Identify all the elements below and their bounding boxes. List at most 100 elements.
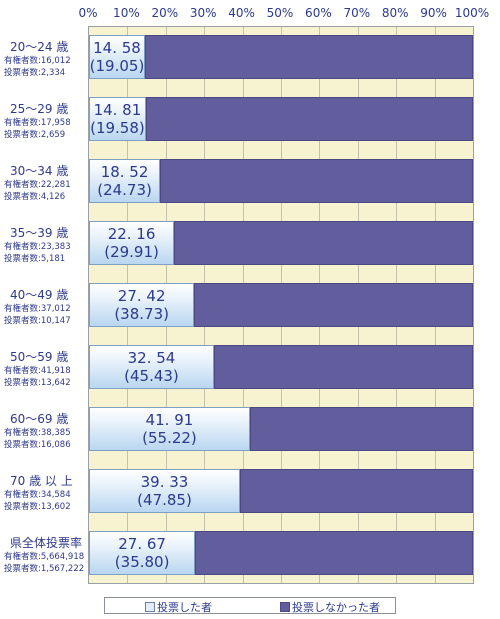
bar-row: 14. 58 (19.05): [89, 35, 473, 79]
row-label: 20～24 歳有権者数:16,012 投票者数:2,334: [4, 40, 88, 79]
previous-turnout-value: (35.80): [114, 553, 170, 571]
bar-row: 27. 67 (35.80): [89, 531, 473, 575]
voters-count: 2,659: [40, 130, 66, 140]
bar-value-label: 27. 42 (38.73): [89, 283, 194, 327]
bar-value-label: 14. 58 (19.05): [89, 35, 145, 79]
bar-voted: [89, 531, 196, 575]
bar-row: 27. 42 (38.73): [89, 283, 473, 327]
row-label: 60～69 歳有権者数:38,385 投票者数:16,086: [4, 412, 88, 451]
bar-row: 41. 91 (55.22): [89, 407, 473, 451]
eligible-voters-count: 38,385: [40, 428, 71, 438]
eligible-voters-caption: 有権者数:: [4, 490, 41, 500]
bar-notvoted: [213, 345, 473, 389]
legend-swatch-voted: [145, 602, 155, 612]
legend-item-voted: 投票した者: [145, 599, 212, 615]
x-tick-label: 90%: [420, 6, 447, 20]
legend-swatch-notvoted: [280, 602, 290, 612]
eligible-voters-caption: 有権者数:: [4, 366, 41, 376]
legend-label-voted: 投票した者: [157, 601, 212, 614]
age-group-label: 70 歳 以 上: [10, 474, 73, 488]
eligible-voters-caption: 有権者数:: [4, 180, 41, 190]
eligible-voters-caption: 有権者数:: [4, 552, 41, 562]
bar-row: 22. 16 (29.91): [89, 221, 473, 265]
x-tick-label: 70%: [343, 6, 371, 20]
bar-notvoted: [160, 159, 473, 203]
voters-line: 投票者数:5,181: [4, 253, 88, 265]
voters-caption: 投票者数:: [4, 564, 41, 574]
bar-value-label: 22. 16 (29.91): [89, 221, 174, 265]
row-label: 県全体投票率 有権者数:5,664,918 投票者数:1,567,222: [4, 536, 88, 575]
eligible-voters-caption: 有権者数:: [4, 304, 41, 314]
previous-turnout-value: (55.22): [142, 429, 197, 447]
bar-notvoted: [174, 221, 473, 265]
bar-row: 39. 33 (47.85): [89, 469, 473, 513]
eligible-voters-line: 有権者数:38,385: [4, 427, 88, 439]
voters-caption: 投票者数:: [4, 316, 41, 326]
voters-count: 1,567,222: [40, 564, 85, 574]
previous-turnout-value: (47.85): [137, 491, 192, 509]
x-tick-label: 40%: [228, 6, 255, 20]
voters-count: 13,602: [40, 502, 71, 512]
age-group-label: 50～59 歳: [10, 350, 69, 364]
bar-voted: [89, 407, 250, 451]
voters-count: 5,181: [40, 254, 66, 264]
row-label: 50～59 歳有権者数:41,918 投票者数:13,642: [4, 350, 88, 389]
legend-item-notvoted: 投票しなかった者: [280, 599, 380, 615]
previous-turnout-value: (19.58): [90, 119, 145, 137]
turnout-value: 14. 81: [93, 101, 142, 119]
voters-line: 投票者数:13,602: [4, 501, 88, 513]
bar-notvoted: [195, 531, 473, 575]
age-group-label: 30～34 歳: [10, 164, 69, 178]
voters-caption: 投票者数:: [4, 68, 41, 78]
turnout-value: 39. 33: [140, 473, 189, 491]
bar-row: 18. 52 (24.73): [89, 159, 473, 203]
eligible-voters-caption: 有権者数:: [4, 242, 41, 252]
voters-caption: 投票者数:: [4, 378, 41, 388]
age-group-label: 県全体投票率: [10, 536, 83, 550]
eligible-voters-caption: 有権者数:: [4, 428, 41, 438]
voters-line: 投票者数:16,086: [4, 439, 88, 451]
voters-count: 13,642: [40, 378, 71, 388]
voters-count: 16,086: [40, 440, 71, 450]
bar-value-label: 32. 54 (45.43): [89, 345, 214, 389]
turnout-value: 41. 91: [145, 411, 194, 429]
voters-line: 投票者数:2,659: [4, 129, 88, 141]
turnout-value: 32. 54: [127, 349, 176, 367]
bar-value-label: 39. 33 (47.85): [89, 469, 240, 513]
turnout-value: 22. 16: [107, 225, 156, 243]
row-label: 35～39 歳有権者数:23,383 投票者数:5,181: [4, 226, 88, 265]
previous-turnout-value: (19.05): [89, 57, 145, 75]
voters-line: 投票者数:10,147: [4, 315, 88, 327]
bar-value-label: 27. 67 (35.80): [89, 531, 195, 575]
x-tick-label: 30%: [189, 6, 217, 20]
bar-voted: [89, 469, 241, 513]
voters-caption: 投票者数:: [4, 440, 41, 450]
voters-caption: 投票者数:: [4, 254, 41, 264]
eligible-voters-count: 23,383: [40, 242, 71, 252]
voters-line: 投票者数:4,126: [4, 191, 88, 203]
x-tick-label: 60%: [305, 6, 332, 20]
bar-voted: [89, 283, 195, 327]
legend-label-notvoted: 投票しなかった者: [292, 601, 380, 614]
age-group-label: 60～69 歳: [10, 412, 69, 426]
bar-voted: [89, 345, 214, 389]
eligible-voters-caption: 有権者数:: [4, 56, 41, 66]
age-group-label: 20～24 歳: [10, 40, 69, 54]
eligible-voters-line: 有権者数:37,012: [4, 303, 88, 315]
turnout-value: 27. 67: [118, 535, 166, 553]
eligible-voters-count: 34,584: [40, 490, 71, 500]
voters-count: 10,147: [40, 316, 71, 326]
bar-voted: [89, 159, 161, 203]
voters-caption: 投票者数:: [4, 192, 41, 202]
bar-row: 14. 81 (19.58): [89, 97, 473, 141]
bar-notvoted: [249, 407, 473, 451]
bar-voted: [89, 97, 146, 141]
eligible-voters-line: 有権者数:5,664,918: [4, 551, 88, 563]
bar-value-label: 41. 91 (55.22): [89, 407, 250, 451]
age-group-label: 35～39 歳: [10, 226, 69, 240]
previous-turnout-value: (38.73): [114, 305, 169, 323]
bar-notvoted: [240, 469, 473, 513]
bar-notvoted: [194, 283, 473, 327]
eligible-voters-line: 有権者数:17,958: [4, 117, 88, 129]
bar-value-label: 14. 81 (19.58): [89, 97, 146, 141]
